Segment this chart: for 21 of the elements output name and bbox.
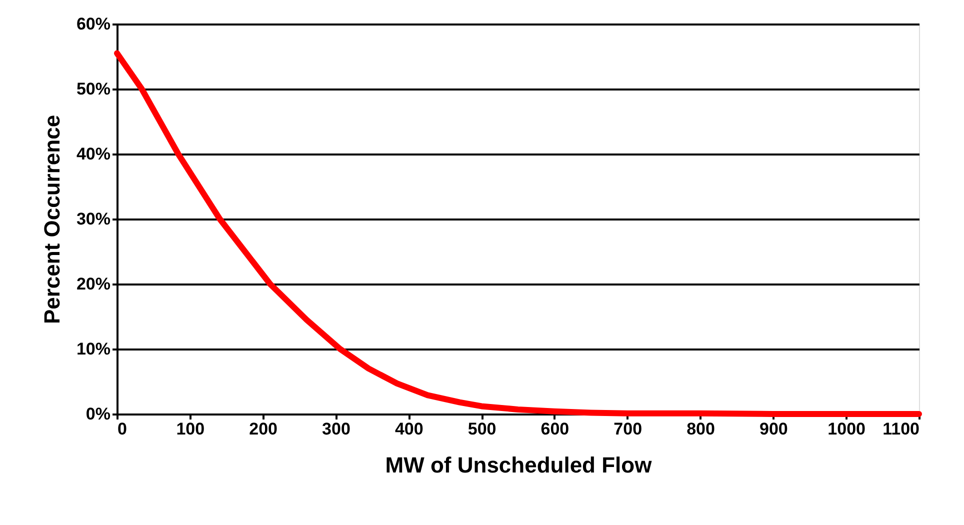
y-tick-label: 60% bbox=[76, 14, 110, 34]
x-tick-label: 200 bbox=[249, 420, 278, 438]
x-tick-label: 900 bbox=[759, 420, 788, 438]
y-axis-title: Percent Occurrence bbox=[39, 114, 64, 324]
x-tick-label: 1100 bbox=[882, 420, 920, 438]
x-tick-label: 500 bbox=[468, 420, 496, 438]
y-tick-label: 20% bbox=[76, 274, 110, 294]
x-tick-label: 0 bbox=[118, 420, 127, 438]
y-tick-label: 40% bbox=[76, 144, 110, 164]
x-tick-label: 400 bbox=[394, 420, 424, 438]
x-tick-label: 100 bbox=[176, 420, 205, 438]
y-tick-label: 0% bbox=[86, 404, 110, 424]
x-tick-label: 1000 bbox=[828, 420, 866, 438]
x-tick-label: 800 bbox=[686, 420, 715, 438]
x-axis-title: MW of Unscheduled Flow bbox=[385, 452, 653, 478]
x-tick-label: 700 bbox=[614, 420, 642, 438]
y-tick-label: 50% bbox=[76, 80, 110, 98]
x-tick-label: 300 bbox=[322, 420, 350, 438]
y-tick-label: 30% bbox=[76, 210, 110, 228]
y-tick-label: 10% bbox=[76, 340, 110, 358]
x-tick-label: 600 bbox=[540, 420, 570, 438]
